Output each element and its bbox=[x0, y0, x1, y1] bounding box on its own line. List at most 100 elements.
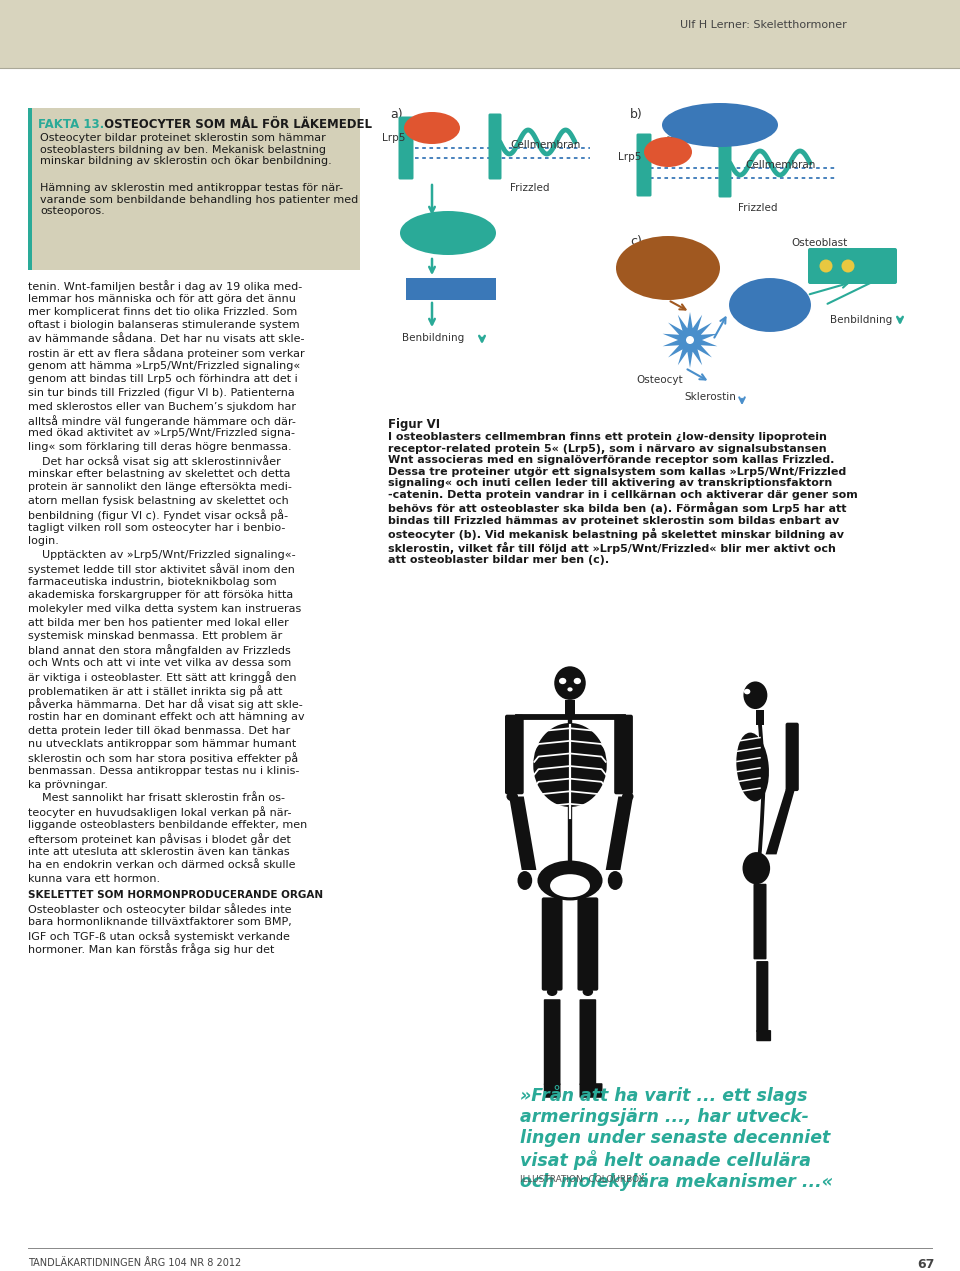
Text: systemet ledde till stor aktivitet såväl inom den: systemet ledde till stor aktivitet såväl… bbox=[28, 563, 295, 576]
Ellipse shape bbox=[608, 871, 622, 890]
FancyBboxPatch shape bbox=[489, 113, 501, 179]
Ellipse shape bbox=[662, 103, 778, 147]
Text: inte att utesluta att sklerostin även kan tänkas: inte att utesluta att sklerostin även ka… bbox=[28, 846, 290, 857]
FancyBboxPatch shape bbox=[543, 1083, 561, 1098]
FancyBboxPatch shape bbox=[580, 1083, 603, 1098]
Ellipse shape bbox=[517, 871, 532, 890]
Text: nu utvecklats antikroppar som hämmar humant: nu utvecklats antikroppar som hämmar hum… bbox=[28, 738, 297, 749]
Text: SKELETTET SOM HORMONPRODUCERANDE ORGAN: SKELETTET SOM HORMONPRODUCERANDE ORGAN bbox=[28, 890, 324, 900]
Text: Lrp5/: Lrp5/ bbox=[756, 295, 784, 305]
FancyBboxPatch shape bbox=[578, 897, 598, 990]
FancyBboxPatch shape bbox=[636, 133, 652, 197]
Text: belastning: belastning bbox=[636, 269, 699, 280]
FancyBboxPatch shape bbox=[0, 0, 960, 69]
Text: ka prövningar.: ka prövningar. bbox=[28, 779, 108, 789]
Text: sin tur binds till Frizzled (figur VI b). Patienterna: sin tur binds till Frizzled (figur VI b)… bbox=[28, 388, 295, 398]
Ellipse shape bbox=[538, 860, 603, 900]
Text: Wnt/Frzl: Wnt/Frzl bbox=[747, 306, 793, 316]
Text: Sklerostin: Sklerostin bbox=[684, 391, 736, 402]
Text: liggande osteoblasters benbildande effekter, men: liggande osteoblasters benbildande effek… bbox=[28, 820, 307, 830]
Text: Wnt: Wnt bbox=[657, 147, 679, 158]
Text: protein är sannolikt den länge eftersökta medi-: protein är sannolikt den länge eftersökt… bbox=[28, 483, 292, 492]
FancyBboxPatch shape bbox=[614, 714, 633, 794]
Text: kunna vara ett hormon.: kunna vara ett hormon. bbox=[28, 874, 160, 885]
FancyBboxPatch shape bbox=[505, 714, 524, 794]
Ellipse shape bbox=[583, 988, 593, 996]
Text: med ökad aktivitet av »Lrp5/Wnt/Frizzled signa-: med ökad aktivitet av »Lrp5/Wnt/Frizzled… bbox=[28, 428, 295, 438]
Text: I osteoblasters cellmembran finns ett protein ¿low-density lipoprotein
receptor-: I osteoblasters cellmembran finns ett pr… bbox=[388, 432, 857, 566]
Ellipse shape bbox=[686, 336, 694, 344]
Text: Cellmembran: Cellmembran bbox=[745, 160, 815, 170]
Text: Ulf H Lerner: Skeletthormoner: Ulf H Lerner: Skeletthormoner bbox=[680, 20, 847, 31]
Text: av hämmande sådana. Det har nu visats att skle-: av hämmande sådana. Det har nu visats at… bbox=[28, 334, 304, 344]
FancyBboxPatch shape bbox=[398, 117, 414, 179]
Text: Sklerostin: Sklerostin bbox=[690, 119, 750, 130]
Text: ha en endokrin verkan och därmed också skulle: ha en endokrin verkan och därmed också s… bbox=[28, 860, 296, 871]
Polygon shape bbox=[662, 311, 717, 369]
Text: Osteoblast: Osteoblast bbox=[792, 238, 848, 248]
Text: genom att bindas till Lrp5 och förhindra att det i: genom att bindas till Lrp5 och förhindra… bbox=[28, 375, 298, 385]
Text: Benbildning: Benbildning bbox=[402, 333, 465, 343]
FancyBboxPatch shape bbox=[543, 999, 561, 1085]
Text: IGF och TGF-ß utan också systemiskt verkande: IGF och TGF-ß utan också systemiskt verk… bbox=[28, 930, 290, 942]
Text: atorn mellan fysisk belastning av skelettet och: atorn mellan fysisk belastning av skelet… bbox=[28, 496, 289, 506]
Text: 67: 67 bbox=[918, 1258, 935, 1271]
Text: Upptäckten av »Lrp5/Wnt/Frizzled signaling«-: Upptäckten av »Lrp5/Wnt/Frizzled signali… bbox=[28, 550, 296, 561]
FancyBboxPatch shape bbox=[756, 710, 764, 724]
FancyBboxPatch shape bbox=[785, 723, 799, 791]
Text: »Från att ha varit ... ett slags
armeringsjärn ..., har utveck-
lingen under sen: »Från att ha varit ... ett slags armerin… bbox=[520, 1085, 833, 1191]
Text: lemmar hos människa och för att göra det ännu: lemmar hos människa och för att göra det… bbox=[28, 294, 296, 304]
FancyBboxPatch shape bbox=[718, 139, 732, 197]
Text: är viktiga i osteoblaster. Ett sätt att kringgå den: är viktiga i osteoblaster. Ett sätt att … bbox=[28, 671, 297, 684]
Ellipse shape bbox=[842, 259, 854, 272]
Ellipse shape bbox=[559, 677, 566, 684]
Text: minskar efter belastning av skelettet och detta: minskar efter belastning av skelettet oc… bbox=[28, 469, 291, 479]
Ellipse shape bbox=[533, 723, 607, 807]
Ellipse shape bbox=[400, 211, 496, 255]
Text: rostin har en dominant effekt och att hämning av: rostin har en dominant effekt och att hä… bbox=[28, 712, 304, 722]
Text: Frizzled: Frizzled bbox=[510, 183, 549, 193]
Text: Mest sannolikt har frisatt sklerostin från os-: Mest sannolikt har frisatt sklerostin fr… bbox=[28, 793, 285, 803]
Ellipse shape bbox=[547, 988, 558, 996]
Text: detta protein leder till ökad benmassa. Det har: detta protein leder till ökad benmassa. … bbox=[28, 726, 290, 736]
FancyBboxPatch shape bbox=[564, 700, 575, 714]
Ellipse shape bbox=[554, 666, 586, 700]
Text: Genreglering: Genreglering bbox=[417, 283, 485, 294]
Ellipse shape bbox=[550, 874, 590, 897]
Text: genom att hämma »Lrp5/Wnt/Frizzled signaling«: genom att hämma »Lrp5/Wnt/Frizzled signa… bbox=[28, 361, 300, 371]
Text: sklerostin och som har stora positiva effekter på: sklerostin och som har stora positiva ef… bbox=[28, 752, 299, 764]
Text: Osteocyt: Osteocyt bbox=[636, 375, 684, 385]
Text: b): b) bbox=[630, 108, 643, 121]
Text: Cellmembran: Cellmembran bbox=[510, 140, 581, 150]
Text: molekyler med vilka detta system kan instrueras: molekyler med vilka detta system kan ins… bbox=[28, 604, 301, 614]
FancyBboxPatch shape bbox=[28, 108, 360, 269]
Text: c): c) bbox=[630, 235, 642, 248]
Text: tagligt vilken roll som osteocyter har i benbio-: tagligt vilken roll som osteocyter har i… bbox=[28, 522, 285, 533]
Ellipse shape bbox=[728, 277, 812, 333]
Text: farmaceutiska industrin, bioteknikbolag som: farmaceutiska industrin, bioteknikbolag … bbox=[28, 577, 276, 587]
Ellipse shape bbox=[744, 689, 751, 694]
Text: problematiken är att i stället inrikta sig på att: problematiken är att i stället inrikta s… bbox=[28, 685, 282, 697]
FancyBboxPatch shape bbox=[754, 883, 766, 960]
FancyBboxPatch shape bbox=[406, 278, 496, 300]
FancyBboxPatch shape bbox=[756, 961, 768, 1032]
Text: med sklerostos eller van Buchem’s sjukdom har: med sklerostos eller van Buchem’s sjukdo… bbox=[28, 402, 296, 412]
Ellipse shape bbox=[644, 137, 692, 167]
FancyBboxPatch shape bbox=[756, 1030, 771, 1041]
Polygon shape bbox=[765, 789, 795, 854]
Ellipse shape bbox=[574, 677, 581, 684]
Text: oftast i biologin balanseras stimulerande system: oftast i biologin balanseras stimulerand… bbox=[28, 320, 300, 330]
Text: eftersom proteinet kan påvisas i blodet går det: eftersom proteinet kan påvisas i blodet … bbox=[28, 834, 291, 845]
Ellipse shape bbox=[404, 112, 460, 144]
Text: Mekanisk: Mekanisk bbox=[640, 257, 696, 267]
Text: FAKTA 13.: FAKTA 13. bbox=[38, 118, 105, 131]
Ellipse shape bbox=[622, 792, 634, 801]
Text: Det har också visat sig att sklerostinnivåer: Det har också visat sig att sklerostinni… bbox=[28, 455, 280, 468]
Text: bland annat den stora mångfalden av Frizzleds: bland annat den stora mångfalden av Friz… bbox=[28, 644, 291, 656]
Text: Lrp5: Lrp5 bbox=[618, 153, 641, 161]
Text: ling« som förklaring till deras högre benmassa.: ling« som förklaring till deras högre be… bbox=[28, 442, 292, 452]
Text: alltså mindre väl fungerande hämmare och där-: alltså mindre väl fungerande hämmare och… bbox=[28, 416, 296, 427]
Text: påverka hämmarna. Det har då visat sig att skle-: påverka hämmarna. Det har då visat sig a… bbox=[28, 699, 302, 710]
Text: akademiska forskargrupper för att försöka hitta: akademiska forskargrupper för att försök… bbox=[28, 591, 293, 600]
Polygon shape bbox=[606, 797, 633, 871]
